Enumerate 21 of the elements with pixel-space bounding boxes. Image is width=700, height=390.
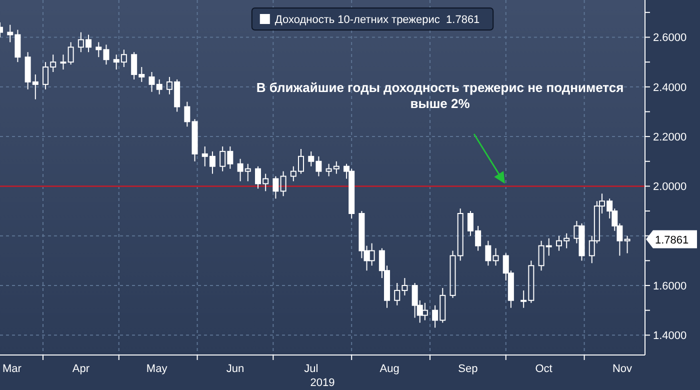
y-tick-label: 1.4000 [653,330,687,342]
x-tick-label: Nov [612,363,633,375]
candlestick [280,170,286,197]
y-tick-label: 2.6000 [653,32,687,44]
y-tick-label: 2.2000 [653,132,687,144]
x-tick-label: Apr [72,363,90,375]
x-tick-label: Jun [226,363,244,375]
x-tick-label: Aug [380,363,400,375]
x-tick-label: Jul [304,363,318,375]
y-tick-label: 1.6000 [653,280,687,292]
annotation: В ближайшие годы доходность трежерис не поднимется выше 2% [256,80,624,111]
legend-label: Доходность 10-летних трежерис 1.7861 [274,14,480,26]
candlestick [485,240,492,266]
x-tick-label: Oct [535,363,552,375]
x-axis-title: 2019 [310,377,335,389]
x-tick-label: Mar [2,363,22,375]
x-tick-label: Sep [458,363,478,375]
annotation: 1.7861 [655,234,689,246]
y-tick-label: 2.0000 [653,181,687,194]
x-tick-label: May [146,363,168,375]
y-tick-label: 2.4000 [653,82,687,94]
